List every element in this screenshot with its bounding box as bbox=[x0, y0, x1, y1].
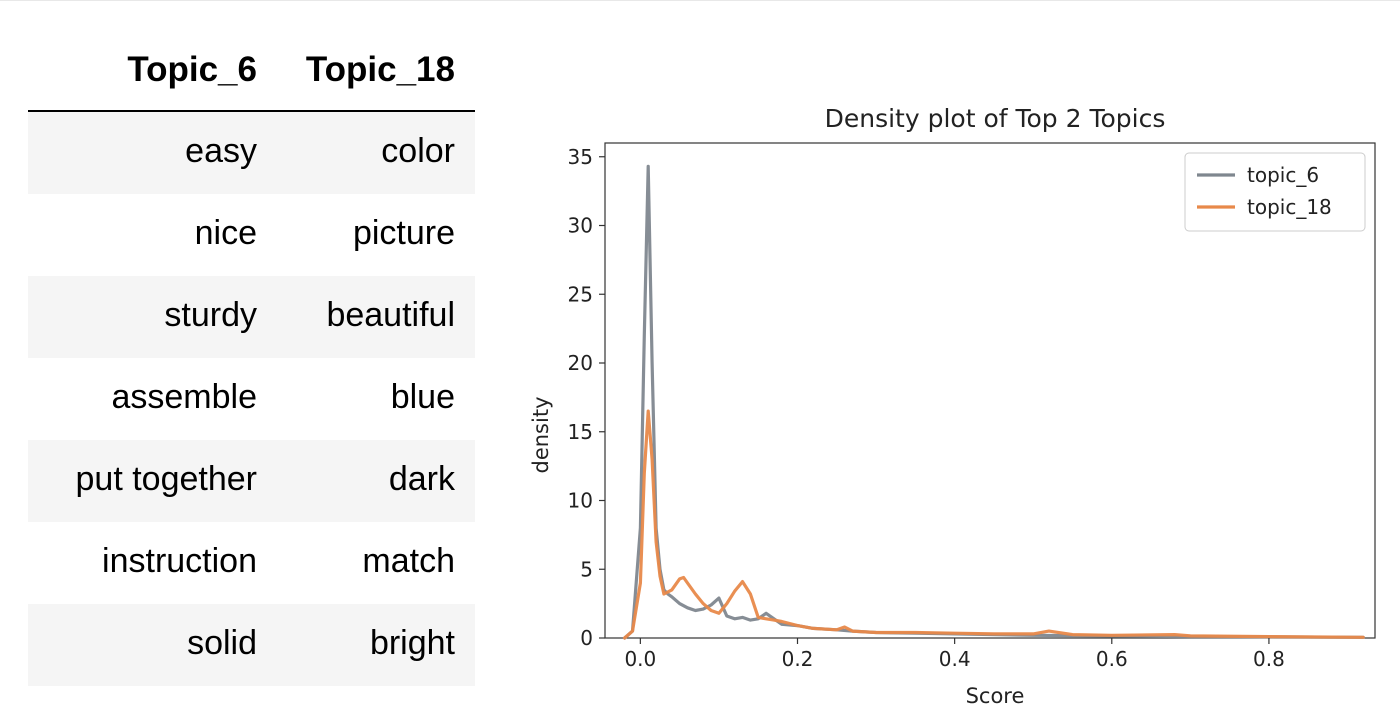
table-row: put together dark bbox=[28, 440, 475, 522]
y-tick-label: 35 bbox=[568, 145, 593, 169]
table-cell: beautiful bbox=[326, 296, 455, 334]
table-cell: color bbox=[381, 132, 455, 170]
table-cell: blue bbox=[390, 378, 455, 416]
x-tick-label: 0.0 bbox=[624, 647, 656, 671]
table-cell: solid bbox=[187, 624, 257, 662]
x-tick-label: 0.4 bbox=[939, 647, 971, 671]
series-layer bbox=[622, 164, 1365, 640]
legend-label: topic_18 bbox=[1247, 195, 1332, 219]
table-row: assemble blue bbox=[28, 358, 475, 440]
table-cell: bright bbox=[369, 624, 455, 662]
table-cell: dark bbox=[388, 460, 455, 498]
table-cell: picture bbox=[352, 214, 455, 252]
legend: topic_6 topic_18 bbox=[1184, 152, 1366, 232]
table-cell: easy bbox=[185, 132, 257, 170]
legend-label: topic_6 bbox=[1247, 163, 1319, 187]
table-cell: assemble bbox=[111, 378, 257, 416]
top-divider bbox=[0, 0, 1400, 1]
table-row: sturdy beautiful bbox=[28, 276, 475, 358]
y-tick-label: 10 bbox=[568, 489, 593, 513]
legend-box bbox=[1184, 152, 1366, 232]
table-header: Topic_6 Topic_18 bbox=[28, 30, 475, 112]
column-header-topic-18: Topic_18 bbox=[305, 50, 455, 89]
table-row: nice picture bbox=[28, 194, 475, 276]
table-cell: match bbox=[362, 542, 455, 580]
table-row: easy color bbox=[28, 112, 475, 194]
ticks-layer: 0.0 0.2 0.4 0.6 0.8 0 5 10 15 20 25 30 35 bbox=[568, 145, 1285, 671]
table-cell: sturdy bbox=[164, 296, 257, 334]
plot-area-border bbox=[604, 142, 1376, 639]
column-header-topic-6: Topic_6 bbox=[127, 50, 257, 89]
series-line-topic-6 bbox=[622, 164, 1365, 640]
x-tick-label: 0.8 bbox=[1253, 647, 1285, 671]
y-tick-label: 20 bbox=[568, 351, 593, 375]
x-axis-label: Score bbox=[966, 684, 1025, 708]
y-tick-label: 5 bbox=[580, 557, 593, 581]
y-tick-label: 0 bbox=[580, 626, 593, 650]
topic-words-table: Topic_6 Topic_18 easy color nice picture… bbox=[28, 30, 475, 686]
density-plot: Density plot of Top 2 Topics 0.0 0.2 0.4 0.… bbox=[529, 104, 1376, 708]
x-tick-label: 0.6 bbox=[1096, 647, 1128, 671]
x-tick-label: 0.2 bbox=[782, 647, 814, 671]
y-tick-label: 25 bbox=[568, 282, 593, 306]
table-row: solid bright bbox=[28, 604, 475, 686]
table-cell: instruction bbox=[102, 542, 257, 580]
table-row: instruction match bbox=[28, 522, 475, 604]
y-tick-label: 15 bbox=[568, 420, 593, 444]
series-line-topic-18 bbox=[622, 409, 1365, 640]
y-axis-label: density bbox=[529, 397, 553, 474]
chart-title: Density plot of Top 2 Topics bbox=[825, 104, 1166, 133]
y-tick-label: 30 bbox=[568, 214, 593, 238]
table-cell: put together bbox=[75, 460, 257, 498]
axes-frame bbox=[604, 142, 1376, 639]
table-cell: nice bbox=[194, 214, 257, 252]
